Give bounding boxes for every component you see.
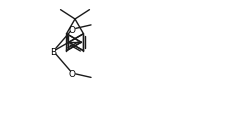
Text: O: O — [69, 25, 76, 34]
Text: O: O — [69, 69, 76, 78]
Text: B: B — [50, 47, 56, 56]
